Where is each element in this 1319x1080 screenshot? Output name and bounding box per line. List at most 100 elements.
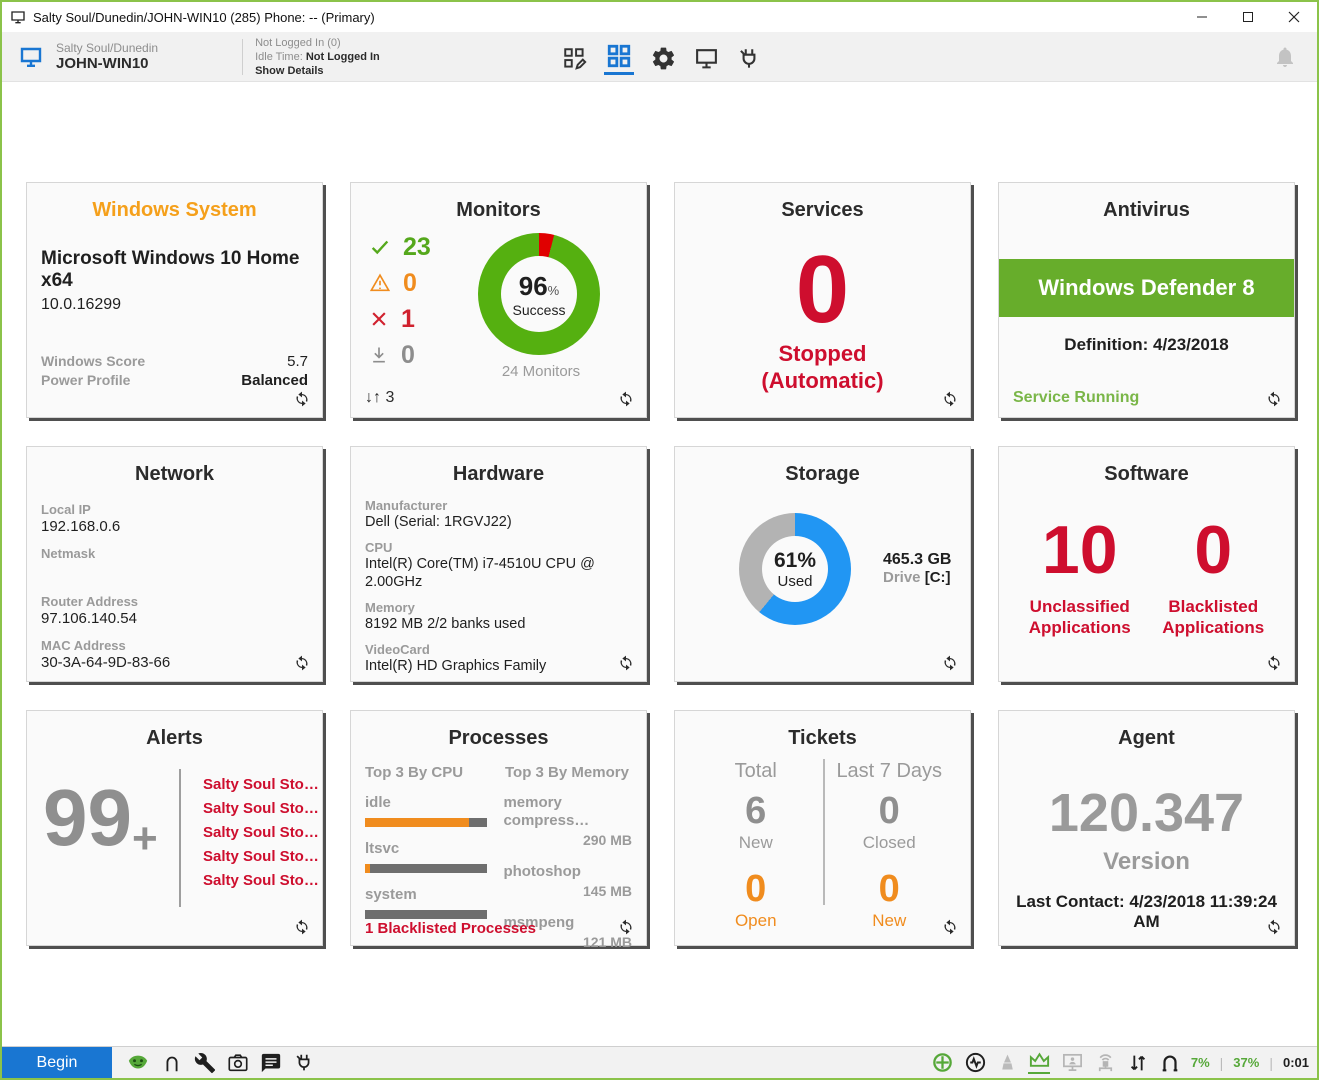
tickets-total-header: Total [734, 760, 777, 782]
mac-address-label: MAC Address [41, 638, 126, 653]
magnet-icon[interactable] [1159, 1052, 1181, 1074]
memory-process-value: 145 MB [582, 883, 632, 899]
tickets-title: Tickets [788, 727, 857, 749]
cpu-label: CPU [365, 540, 393, 555]
wrench-icon[interactable] [194, 1052, 216, 1074]
chat-icon[interactable] [260, 1052, 282, 1074]
card-processes: Processes Top 3 By CPU Top 3 By Memory i… [350, 710, 647, 950]
card-agent: Agent 120.347 Version Last Contact: 4/23… [998, 710, 1295, 946]
window-title: Salty Soul/Dunedin/JOHN-WIN10 (285) Phon… [33, 9, 375, 25]
agent-version: 120.347 [1048, 783, 1245, 843]
card-services: Services 0 Stopped (Automatic) [674, 182, 971, 418]
show-details-link[interactable]: Show Details [255, 64, 324, 77]
local-ip-value: 192.168.0.6 [41, 518, 121, 535]
refresh-icon[interactable] [616, 917, 636, 937]
refresh-icon[interactable] [1264, 389, 1284, 409]
cpu-usage-bar [365, 910, 487, 919]
refresh-icon[interactable] [1264, 653, 1284, 673]
login-status-block: Not Logged In (0) Idle Time: Not Logged … [255, 36, 380, 78]
card-antivirus: Antivirus Windows Defender 8 Definition:… [998, 182, 1295, 418]
alert-item[interactable]: Salty Soul Sto… [203, 824, 319, 841]
monitors-success-label: Success [512, 301, 566, 318]
storage-title: Storage [785, 463, 860, 485]
antivirus-title: Antivirus [1103, 199, 1190, 221]
software-title: Software [1104, 463, 1189, 485]
cpu-process-name: idle [365, 794, 391, 811]
power-plug-icon[interactable] [293, 1052, 315, 1074]
refresh-icon[interactable] [616, 389, 636, 409]
maximize-button[interactable] [1225, 2, 1271, 32]
activity-monitor-icon[interactable] [964, 1051, 987, 1074]
storage-used-label: Used [777, 572, 813, 590]
idle-time-value: Not Logged In [305, 50, 380, 63]
refresh-icon[interactable] [292, 389, 312, 409]
videocard-value: Intel(R) HD Graphics Family [365, 658, 547, 674]
refresh-icon[interactable] [940, 653, 960, 673]
minimize-button[interactable] [1179, 2, 1225, 32]
dashboard-grid: Windows System Microsoft Windows 10 Home… [2, 82, 1317, 950]
computer-identity: Salty Soul/Dunedin JOHN-WIN10 [56, 41, 158, 72]
services-title: Services [781, 199, 864, 221]
download-arrow-icon [369, 345, 389, 365]
begin-button[interactable]: Begin [2, 1047, 112, 1078]
remote-screen-icon[interactable] [693, 42, 720, 71]
refresh-icon[interactable] [1264, 917, 1284, 937]
memory-process-name: memory compress… [503, 794, 590, 829]
manufacturer-value: Dell (Serial: 1RGVJ22) [365, 514, 512, 530]
sync-arrows-icon[interactable] [1127, 1052, 1149, 1074]
card-monitors: Monitors 23 0 1 0 96% Success 24 Monitor… [350, 182, 647, 418]
tickets-total-new-count: 6 [745, 790, 767, 832]
statusbar-separator: | [1219, 1054, 1224, 1071]
refresh-icon[interactable] [292, 653, 312, 673]
card-tickets: Tickets Total 6 New 0 Open Last 7 Days 0… [674, 710, 971, 946]
memory-process-value: 290 MB [582, 832, 632, 848]
mascot-icon[interactable] [126, 1052, 150, 1074]
alert-item[interactable]: Salty Soul Sto… [203, 800, 319, 817]
tickets-divider [823, 759, 825, 905]
tickets-total-new-label: New [738, 833, 773, 852]
monitors-warning-count: 0 [403, 268, 417, 297]
local-ip-label: Local IP [41, 502, 91, 517]
screenshot-camera-icon[interactable] [227, 1052, 249, 1074]
notifications-bell-icon[interactable] [1273, 44, 1297, 70]
statusbar-separator: | [1269, 1054, 1273, 1071]
alert-item[interactable]: Salty Soul Sto… [203, 776, 319, 793]
refresh-icon[interactable] [940, 389, 960, 409]
chess-piece-icon[interactable] [997, 1052, 1018, 1073]
target-icon[interactable] [931, 1051, 954, 1074]
tickets-last7-header: Last 7 Days [836, 760, 943, 782]
redo-arrow-icon[interactable] [161, 1052, 183, 1074]
network-tree-icon[interactable] [1094, 1051, 1117, 1074]
settings-gear-icon[interactable] [650, 41, 677, 72]
customize-dashboard-icon[interactable] [562, 42, 588, 72]
videocard-label: VideoCard [365, 642, 430, 657]
refresh-icon[interactable] [940, 917, 960, 937]
storage-used-percent: 61% [773, 548, 817, 572]
blacklisted-processes-link[interactable]: 1 Blacklisted Processes [365, 920, 536, 937]
windows-score-label: Windows Score [41, 353, 146, 369]
crown-icon[interactable] [1028, 1051, 1051, 1074]
blacklisted-count: 0 [1194, 512, 1233, 588]
power-plug-icon[interactable] [736, 42, 762, 72]
agent-last-contact: Last Contact: 4/23/2018 11:39:24 AM [1016, 892, 1277, 931]
card-hardware: Hardware Manufacturer Dell (Serial: 1RGVJ… [350, 446, 647, 682]
dashboard-grid-icon[interactable] [604, 39, 634, 75]
session-timer: 0:01 [1282, 1055, 1309, 1070]
netmask-label: Netmask [41, 546, 96, 561]
router-address-value: 97.106.140.54 [41, 610, 137, 627]
close-button[interactable] [1271, 2, 1317, 32]
unclassified-label: Unclassified Applications [1028, 597, 1131, 637]
antivirus-definition: Definition: 4/23/2018 [1064, 335, 1229, 354]
os-version: 10.0.16299 [41, 296, 122, 313]
memory-process-value: 121 MB [582, 934, 632, 950]
router-address-label: Router Address [41, 594, 139, 609]
header-divider [242, 38, 244, 75]
refresh-icon[interactable] [292, 917, 312, 937]
refresh-icon[interactable] [616, 653, 636, 673]
services-stopped-count: 0 [795, 236, 850, 343]
alert-item[interactable]: Salty Soul Sto… [203, 848, 319, 865]
remote-user-screen-icon[interactable] [1061, 1051, 1084, 1074]
alert-item[interactable]: Salty Soul Sto… [203, 872, 319, 889]
status-bar: Begin [2, 1046, 1317, 1078]
x-icon [369, 309, 389, 329]
